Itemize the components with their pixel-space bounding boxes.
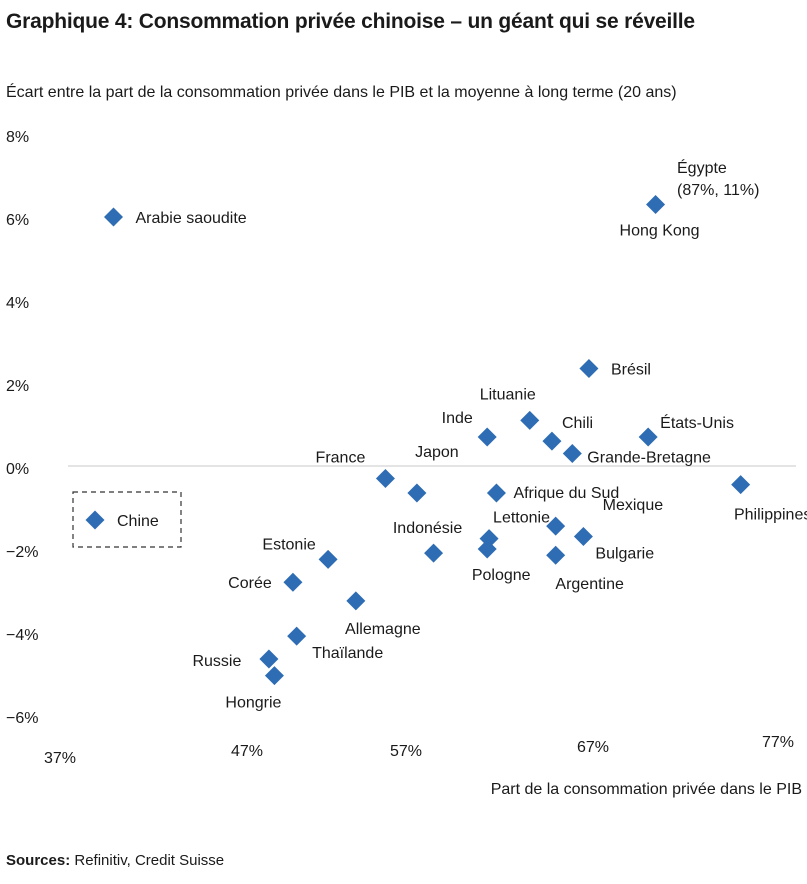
data-point-etats-unis [638, 427, 658, 447]
data-point-indonesie [424, 543, 444, 563]
point-label-argentine: Argentine [555, 576, 624, 593]
data-point-chili [542, 431, 562, 451]
data-point-france [375, 468, 395, 488]
data-point-inde [477, 427, 497, 447]
y-axis: 8% 6% 4% 2% 0% −2% −4% −6% [6, 129, 38, 727]
point-label-grande-bretagne: Grande-Bretagne [587, 450, 711, 467]
point-label-hongrie: Hongrie [225, 695, 281, 712]
point-label-coree: Corée [228, 575, 272, 592]
scatter-chart: 8% 6% 4% 2% 0% −2% −4% −6% 37% 47% 57% 67% 77% Part… [6, 129, 807, 798]
x-tick-label: 47% [231, 743, 263, 760]
point-label-estonie: Estonie [262, 536, 315, 553]
point-label-pologne: Pologne [472, 567, 531, 584]
data-point-lituanie [520, 410, 540, 430]
data-point-afrique-du-sud [486, 483, 506, 503]
x-axis: 37% 47% 57% 67% 77% [44, 734, 794, 767]
x-tick-label: 67% [577, 739, 609, 756]
point-label-chine: Chine [117, 513, 159, 530]
point-label-lettonie: Lettonie [493, 510, 550, 527]
y-tick-label: 8% [6, 129, 29, 146]
point-label-bresil: Brésil [611, 361, 651, 378]
egypt-values: (87%, 11%) [677, 182, 759, 199]
data-point-coree [283, 572, 303, 592]
point-label-etats-unis: États-Unis [660, 413, 734, 432]
x-tick-label: 57% [390, 743, 422, 760]
data-point-hong-kong [646, 195, 666, 215]
data-point-chine [85, 510, 105, 530]
data-point-pologne [477, 539, 497, 559]
y-tick-label: −4% [6, 627, 38, 644]
sources-label: Sources: [6, 852, 71, 869]
egypt-label: Égypte [677, 158, 727, 177]
y-tick-label: 4% [6, 295, 29, 312]
chart-subtitle: Écart entre la part de la consommation p… [6, 84, 677, 101]
x-tick-label: 77% [762, 734, 794, 751]
data-point-grande-bretagne [562, 444, 582, 464]
point-label-chili: Chili [562, 415, 593, 432]
y-tick-label: 0% [6, 461, 29, 478]
y-tick-label: −6% [6, 710, 38, 727]
point-label-allemagne: Allemagne [345, 621, 421, 638]
egypt-annotation: Égypte (87%, 11%) [677, 158, 759, 199]
data-point-philippines [731, 475, 751, 495]
point-label-thailande: Thaïlande [312, 645, 383, 662]
data-point-japon [407, 483, 427, 503]
sources-note: Sources: Refinitiv, Credit Suisse [6, 852, 224, 869]
data-point-mexique [546, 516, 566, 536]
point-label-hong-kong: Hong Kong [620, 223, 700, 240]
y-tick-label: 2% [6, 378, 29, 395]
data-point-hongrie [264, 666, 284, 686]
data-point-thailande [287, 626, 307, 646]
china-highlight-box [72, 491, 182, 548]
y-tick-label: 6% [6, 212, 29, 229]
point-label-inde: Inde [442, 410, 473, 427]
point-label-afrique-du-sud: Afrique du Sud [513, 485, 619, 502]
data-point-allemagne [346, 591, 366, 611]
point-label-japon: Japon [415, 444, 459, 461]
point-label-mexique: Mexique [603, 497, 664, 514]
point-label-france: France [316, 449, 366, 466]
data-point-russie [259, 649, 279, 669]
y-tick-label: −2% [6, 544, 38, 561]
data-point-bulgarie [573, 527, 593, 547]
point-label-bulgarie: Bulgarie [595, 546, 654, 563]
data-point-bresil [579, 358, 599, 378]
chart-title: Graphique 4: Consommation privée chinois… [6, 10, 695, 33]
point-label-indonesie: Indonésie [393, 520, 462, 537]
point-label-lituanie: Lituanie [480, 386, 536, 403]
data-points: Arabie saoudite Chine Hong Kong Brésil Litua… [85, 195, 807, 712]
point-label-russie: Russie [192, 653, 241, 670]
point-label-arabie-saoudite: Arabie saoudite [136, 210, 247, 227]
data-point-arabie-saoudite [104, 207, 123, 227]
sources-text: Refinitiv, Credit Suisse [74, 852, 225, 869]
x-tick-label: 37% [44, 750, 76, 767]
data-point-argentine [546, 545, 566, 565]
x-axis-label: Part de la consommation privée dans le P… [491, 781, 802, 798]
data-point-estonie [318, 549, 338, 569]
point-label-philippines: Philippines [734, 507, 807, 524]
